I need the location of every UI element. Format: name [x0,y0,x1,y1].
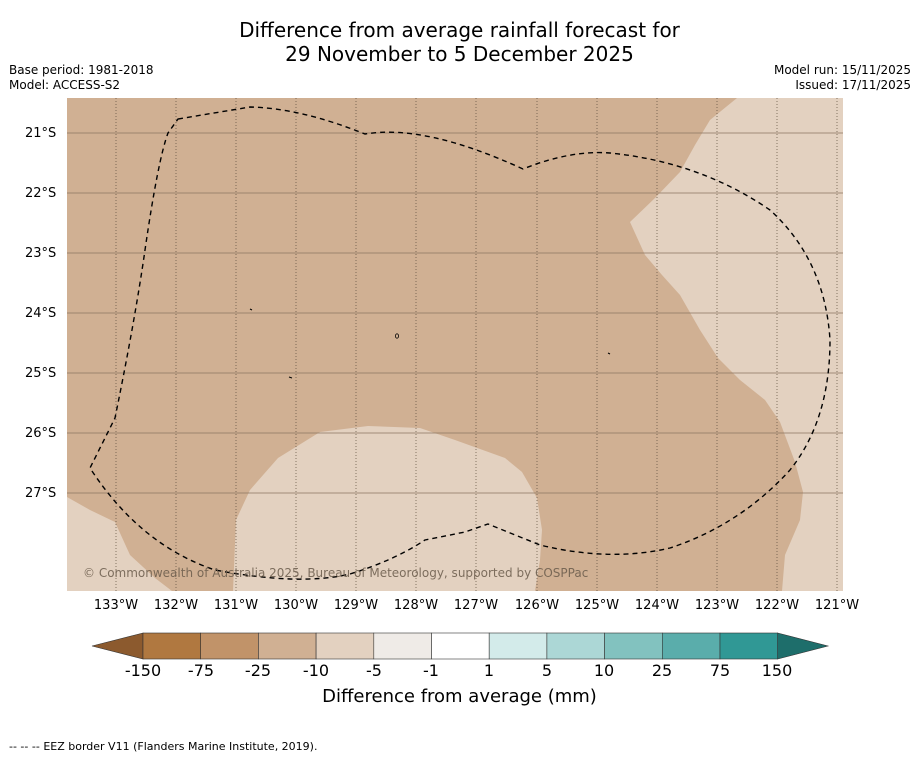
colorbar-label: 25 [651,661,673,680]
map-title: Difference from average rainfall forecas… [0,18,919,66]
issued-date: Issued: 17/11/2025 [795,78,911,92]
lat-label: 24°S [25,306,57,321]
lon-label: 127°W [453,598,499,613]
eez-border [89,106,831,580]
gridlines [67,98,843,591]
island [288,376,293,379]
island [394,333,399,339]
colorbar-segment [373,632,432,660]
colorbar-segment [142,632,202,660]
colorbar-label: -150 [124,661,162,680]
title-line-1: Difference from average rainfall forecas… [239,18,680,42]
eez-legend-text: EEZ border V11 (Flanders Marine Institut… [43,740,318,753]
lat-label: 22°S [25,186,57,201]
lon-label: 132°W [153,598,199,613]
colorbar-label: -25 [244,661,272,680]
colorbar-segment [258,632,317,660]
colorbar-label: -1 [423,661,439,680]
lat-label: 21°S [25,126,57,141]
meta-left: Base period: 1981-2018 Model: ACCESS-S2 [9,63,154,93]
colorbar-label: -75 [187,661,215,680]
lon-label: 125°W [574,598,620,613]
lon-label: 131°W [213,598,259,613]
lat-label: 26°S [25,426,57,441]
colorbar-segment [315,632,375,660]
lon-label: 123°W [694,598,740,613]
colorbar-extend-low [91,632,144,660]
colorbar-label: -5 [366,661,382,680]
light-region-east [630,98,843,591]
colorbar-segment [431,632,490,660]
colorbar-segment [604,632,663,660]
lon-label: 129°W [333,598,379,613]
colorbar-segment [661,632,721,660]
eez-legend: -- -- -- EEZ border V11 (Flanders Marine… [9,740,317,753]
title-line-2: 29 November to 5 December 2025 [285,42,634,66]
colorbar-label: 150 [761,661,793,680]
colorbar-label: 1 [483,661,495,680]
lon-label: 126°W [514,598,560,613]
island [607,352,611,355]
colorbar-label: 75 [709,661,731,680]
colorbar-label: 5 [541,661,553,680]
light-region-southwest [67,497,172,591]
lat-label: 25°S [25,366,57,381]
colorbar-extend-high [777,632,830,660]
colorbar-segment [546,632,605,660]
base-period: Base period: 1981-2018 [9,63,154,77]
copyright-notice: © Commonwealth of Australia 2025, Bureau… [83,566,589,580]
lat-label: 27°S [25,486,57,501]
eez-legend-symbol: -- -- -- [9,740,40,753]
lat-label: 23°S [25,246,57,261]
model-name: Model: ACCESS-S2 [9,78,121,92]
light-region-south [233,426,542,591]
lon-label: 133°W [93,598,139,613]
island [249,308,253,311]
meta-right: Model run: 15/11/2025 Issued: 17/11/2025 [774,63,911,93]
colorbar-segment [200,632,259,660]
model-run: Model run: 15/11/2025 [773,63,911,77]
colorbar-segment [488,632,548,660]
colorbar-segments [91,632,830,660]
lon-label: 124°W [634,598,680,613]
colorbar-segment [719,632,779,660]
lon-label: 122°W [754,598,800,613]
colorbar-label: -10 [302,661,330,680]
lon-label: 121°W [814,598,860,613]
lon-label: 130°W [273,598,319,613]
lon-label: 128°W [393,598,439,613]
colorbar-label: 10 [593,661,615,680]
colorbar-title: Difference from average (mm) [322,686,597,707]
